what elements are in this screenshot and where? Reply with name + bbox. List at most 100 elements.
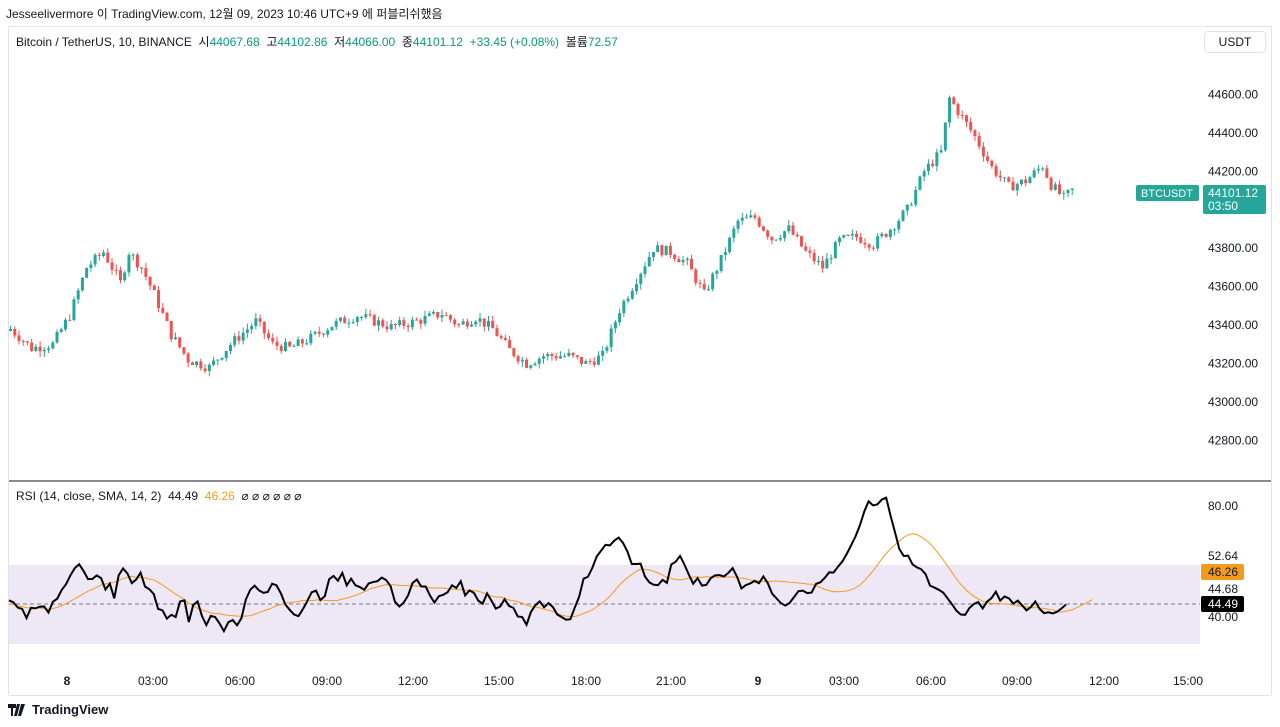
candle-body [93, 254, 97, 265]
candle-body [1007, 177, 1011, 182]
candle-body [893, 229, 897, 231]
candle-body [444, 315, 448, 317]
candle-body [300, 339, 304, 344]
candle-body [80, 277, 84, 291]
candle-body [21, 341, 25, 343]
candle-body [694, 269, 698, 283]
candle-body [512, 348, 516, 357]
rsi-value-tag: 44.49 [1201, 596, 1244, 612]
candle-body [254, 318, 258, 326]
candle-body [241, 332, 245, 341]
candle-body [761, 226, 765, 231]
candle-body [825, 258, 829, 269]
close-value: 44101.12 [412, 35, 463, 49]
candle-body [288, 341, 292, 347]
candle-body [876, 236, 880, 249]
candle-body [393, 323, 397, 326]
candle-body [783, 231, 787, 239]
rsi-axis-label: 80.00 [1208, 499, 1238, 513]
candle-body [377, 320, 381, 326]
candle-body [723, 252, 727, 255]
price-axis-label: 43400.00 [1208, 318, 1258, 332]
candle-body [30, 342, 34, 351]
candle-body [998, 175, 1002, 178]
candle-body [110, 262, 114, 270]
candle-body [668, 245, 672, 255]
candle-body [651, 252, 655, 257]
candle-body [660, 245, 664, 256]
price-axis: 44600.0044400.0044200.0044000.0043800.00… [1208, 87, 1258, 447]
candle-body [838, 237, 842, 243]
candle-body [42, 349, 46, 352]
candle-body [195, 361, 199, 366]
candle-body [596, 355, 600, 365]
candle-body [816, 260, 820, 262]
candle-body [867, 244, 871, 248]
candle-body [630, 290, 634, 299]
rsi-legend-sma: 46.26 [204, 489, 235, 503]
time-axis-label: 12:00 [398, 674, 428, 688]
candle-body [178, 337, 182, 348]
symbol-name: Bitcoin / TetherUS, 10, BINANCE [16, 35, 192, 49]
candle-body [1032, 170, 1036, 178]
candle-body [1036, 168, 1040, 171]
candle-body [292, 345, 296, 347]
currency-button[interactable]: USDT [1204, 31, 1266, 53]
candle-body [262, 321, 266, 334]
rsi-axis-label: 40.00 [1208, 610, 1238, 624]
candle-body [495, 328, 499, 337]
candle-body [516, 356, 520, 362]
price-axis-label: 44200.00 [1208, 164, 1258, 178]
candle-body [791, 225, 795, 235]
candle-body [368, 314, 372, 316]
rsi-legend[interactable]: RSI (14, close, SMA, 14, 2) 44.49 46.26 … [16, 489, 302, 503]
candle-body [152, 285, 156, 291]
candle-body [609, 328, 613, 348]
candle-body [520, 359, 524, 362]
time-axis-label: 09:00 [1002, 674, 1032, 688]
tradingview-footer[interactable]: TradingView [8, 702, 108, 717]
candle-body [474, 321, 478, 325]
candle-body [127, 255, 131, 273]
rsi-sma-tag: 46.26 [1201, 564, 1244, 580]
rsi-value-tag-value: 44.49 [1208, 597, 1238, 611]
candle-body [829, 258, 833, 260]
candle-body [732, 228, 736, 238]
candle-body [973, 130, 977, 137]
candle-body [199, 361, 203, 369]
candle-body [17, 335, 21, 342]
candle-body [673, 254, 677, 259]
candle-body [423, 315, 427, 324]
candle-body [702, 283, 706, 290]
candle-body [385, 326, 389, 330]
candle-body [774, 239, 778, 241]
candle-body [1015, 184, 1019, 191]
candle-body [97, 254, 101, 256]
candle-body [571, 352, 575, 356]
candle-body [190, 362, 194, 366]
candle-body [482, 318, 486, 327]
candle-body [795, 234, 799, 237]
candle-body [317, 331, 321, 334]
candle-body [402, 320, 406, 326]
candle-body [114, 269, 118, 271]
candle-body [728, 237, 732, 253]
candle-body [432, 311, 435, 314]
candle-body [897, 220, 901, 230]
candle-body [1028, 177, 1032, 184]
candle-body [491, 320, 495, 329]
candle-body [267, 333, 271, 338]
symbol-legend[interactable]: Bitcoin / TetherUS, 10, BINANCE 시44067.6… [16, 33, 618, 50]
price-candles [9, 95, 1074, 377]
candle-body [821, 260, 825, 269]
candle-body [503, 338, 507, 341]
candle-body [922, 171, 926, 177]
candle-body [203, 368, 207, 372]
rsi-legend-value: 44.49 [168, 489, 199, 503]
price-axis-label: 43800.00 [1208, 241, 1258, 255]
candle-body [787, 225, 791, 232]
candle-body [68, 319, 72, 321]
candle-body [355, 317, 359, 323]
time-axis-label: 15:00 [1173, 674, 1203, 688]
